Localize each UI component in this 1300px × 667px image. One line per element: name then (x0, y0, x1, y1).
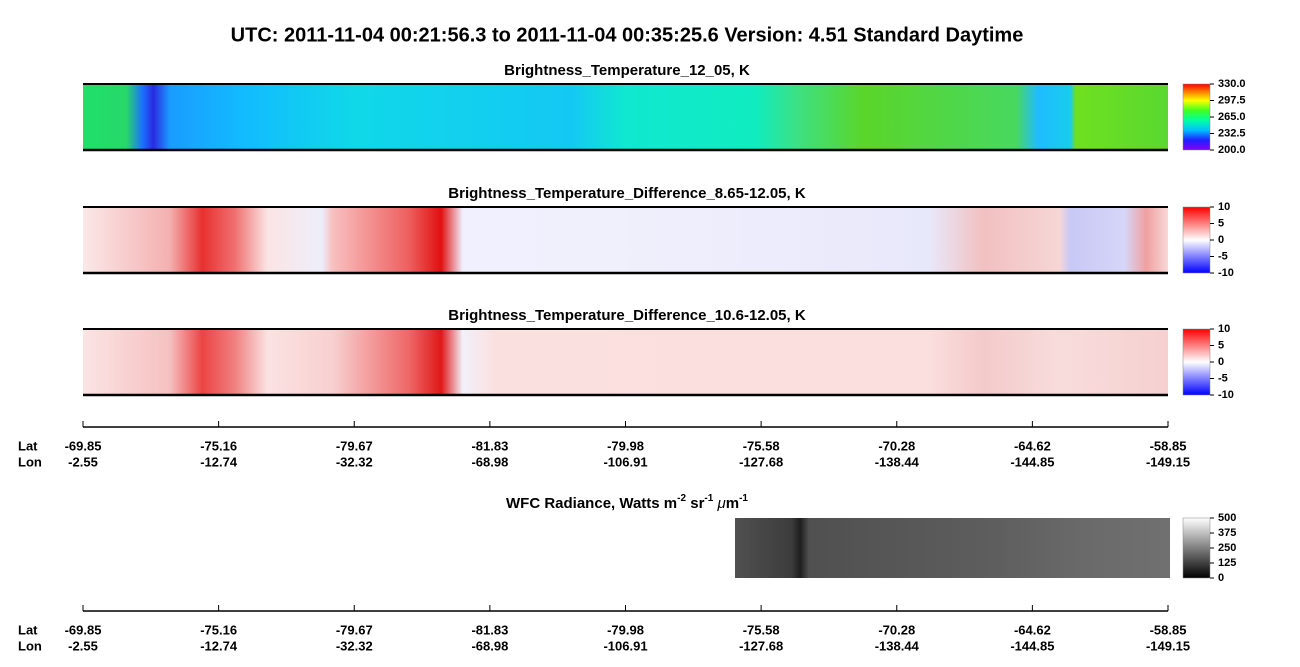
lat-label: -79.98 (607, 622, 644, 637)
lat-label: -69.85 (65, 438, 102, 453)
page-title: UTC: 2011-11-04 00:21:56.3 to 2011-11-04… (231, 24, 1024, 46)
lat-label: -79.67 (336, 438, 373, 453)
lat-label: -75.16 (200, 622, 237, 637)
colorbar-label: -5 (1218, 372, 1228, 384)
panel-title: Brightness_Temperature_12_05, K (504, 62, 750, 79)
colorbar-label: 0 (1218, 572, 1224, 584)
lon-label: -12.74 (200, 454, 238, 469)
axis-label: Lat (18, 622, 38, 637)
lat-label: -81.83 (471, 438, 508, 453)
lat-label: -64.62 (1014, 438, 1051, 453)
lon-label: -68.98 (471, 638, 508, 653)
lon-label: -32.32 (336, 454, 373, 469)
lon-label: -12.74 (200, 638, 238, 653)
panel-title: Brightness_Temperature_Difference_8.65-1… (448, 185, 806, 202)
lon-label: -144.85 (1010, 638, 1054, 653)
lon-label: -68.98 (471, 454, 508, 469)
colorbar-label: 10 (1218, 201, 1230, 213)
title-part: sr (686, 495, 705, 512)
lat-label: -58.85 (1150, 438, 1187, 453)
title-part: -2 (677, 493, 686, 504)
lat-label: -75.58 (743, 438, 780, 453)
lat-label: -75.58 (743, 622, 780, 637)
title-part: μ (717, 495, 726, 512)
lon-label: -106.91 (603, 638, 647, 653)
colorbar (1182, 206, 1211, 274)
lon-label: -32.32 (336, 638, 373, 653)
lon-label: -138.44 (875, 638, 920, 653)
lon-label: -106.91 (603, 454, 647, 469)
colorbar-label: 330.0 (1218, 78, 1246, 90)
wfc-image (735, 518, 1170, 578)
title-part: m (726, 495, 739, 512)
lat-label: -75.16 (200, 438, 237, 453)
panel-image (83, 207, 1168, 273)
colorbar-label: 10 (1218, 323, 1230, 335)
title-part: -1 (704, 493, 713, 504)
axis-label: Lon (18, 454, 42, 469)
colorbar-label: 5 (1218, 217, 1224, 229)
lat-label: -58.85 (1150, 622, 1187, 637)
colorbar (1182, 83, 1211, 151)
axis-label: Lat (18, 438, 38, 453)
lon-label: -127.68 (739, 454, 783, 469)
axis-label: Lon (18, 638, 42, 653)
lon-label: -149.15 (1146, 454, 1190, 469)
colorbar-label: -10 (1218, 389, 1234, 401)
panel-image (83, 84, 1168, 150)
colorbar (1182, 328, 1211, 396)
panel-title: Brightness_Temperature_Difference_10.6-1… (448, 307, 806, 324)
colorbar-label: 250 (1218, 542, 1236, 554)
colorbar-label: 500 (1218, 512, 1236, 524)
colorbar-label: 297.5 (1218, 94, 1246, 106)
colorbar-label: 232.5 (1218, 127, 1246, 139)
colorbar-label: 125 (1218, 557, 1236, 569)
panel-title: WFC Radiance, Watts m-2 sr-1 μm-1 (506, 493, 748, 512)
title-part: WFC Radiance, Watts m (506, 495, 677, 512)
colorbar-label: 5 (1218, 339, 1224, 351)
lat-label: -79.98 (607, 438, 644, 453)
lat-label: -79.67 (336, 622, 373, 637)
title-part: -1 (739, 493, 748, 504)
lon-label: -2.55 (68, 454, 98, 469)
lon-label: -144.85 (1010, 454, 1054, 469)
colorbar (1182, 517, 1211, 579)
colorbar-label: 265.0 (1218, 111, 1246, 123)
lat-label: -64.62 (1014, 622, 1051, 637)
lon-label: -149.15 (1146, 638, 1190, 653)
lon-label: -2.55 (68, 638, 98, 653)
colorbar-label: -5 (1218, 250, 1228, 262)
lat-label: -70.28 (878, 438, 915, 453)
lon-label: -127.68 (739, 638, 783, 653)
colorbar-label: 0 (1218, 234, 1224, 246)
lat-label: -70.28 (878, 622, 915, 637)
lat-label: -81.83 (471, 622, 508, 637)
colorbar-label: 0 (1218, 356, 1224, 368)
lon-label: -138.44 (875, 454, 920, 469)
colorbar-label: 200.0 (1218, 144, 1246, 156)
panel-image (83, 329, 1168, 395)
lat-label: -69.85 (65, 622, 102, 637)
colorbar-label: 375 (1218, 527, 1236, 539)
colorbar-label: -10 (1218, 267, 1234, 279)
